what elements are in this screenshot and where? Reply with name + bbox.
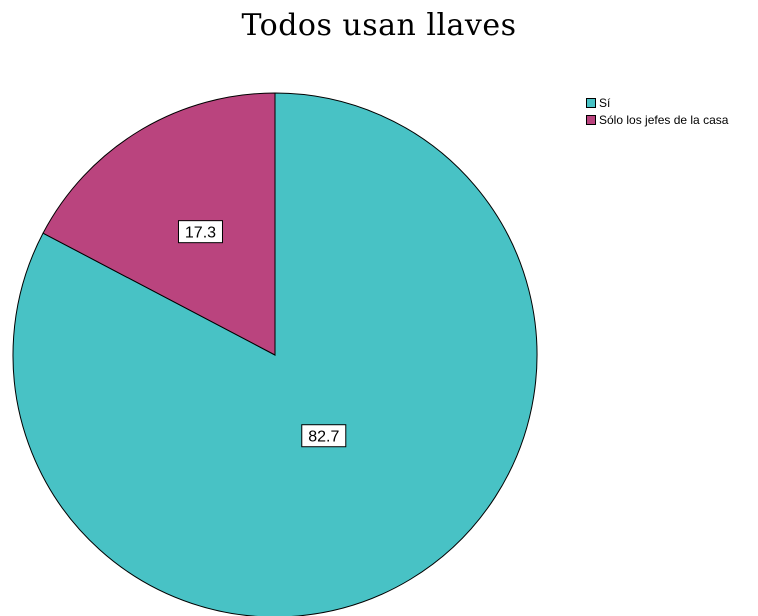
pie-slice-1 — [42, 92, 276, 356]
legend-item-jefes: Sólo los jefes de la casa — [586, 112, 728, 127]
data-label-text-0: 82.7 — [308, 429, 339, 446]
data-label-0: 82.7 — [301, 424, 347, 448]
legend-label-si: Sí — [599, 95, 611, 110]
data-label-box-0 — [301, 424, 347, 448]
legend-swatch-si — [586, 97, 596, 108]
data-label-text-1: 17.3 — [185, 225, 216, 242]
data-label-box-1 — [177, 220, 223, 244]
legend-label-jefes: Sólo los jefes de la casa — [599, 112, 729, 127]
pie-slice-0 — [12, 92, 538, 616]
legend: Sí Sólo los jefes de la casa — [586, 95, 728, 129]
legend-swatch-jefes — [586, 114, 596, 125]
legend-item-si: Sí — [586, 95, 728, 110]
data-label-1: 17.3 — [177, 220, 223, 244]
chart-title: Todos usan llaves — [241, 8, 517, 43]
